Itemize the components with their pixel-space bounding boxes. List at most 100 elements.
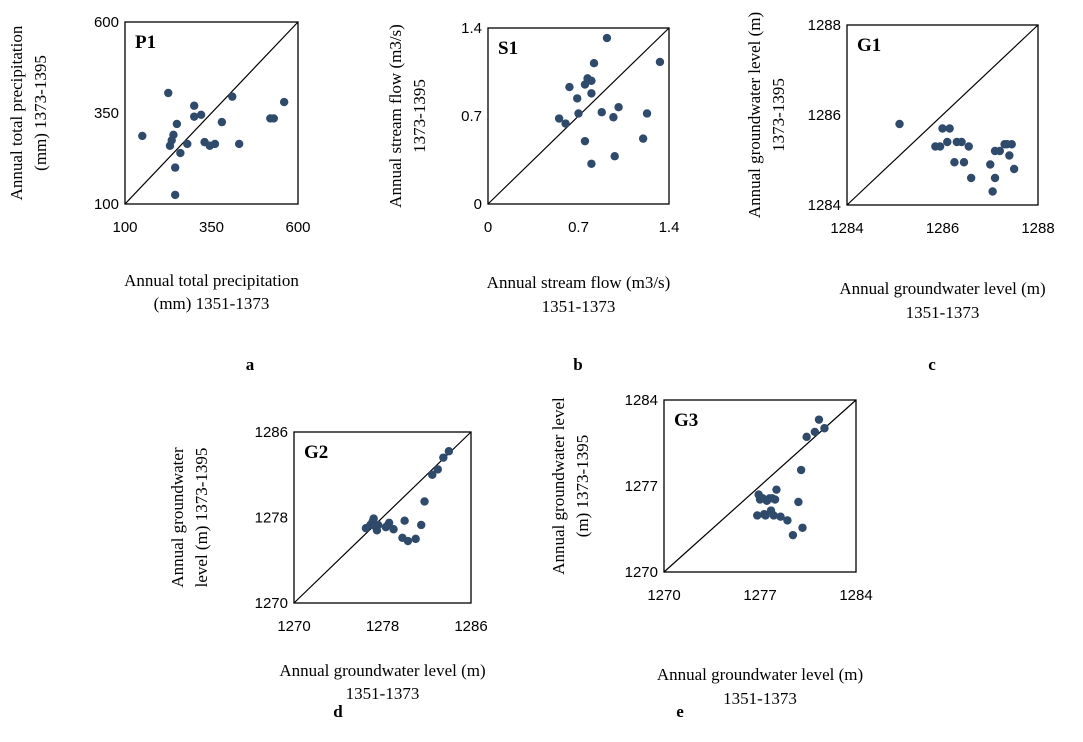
y-axis-label: (m) 1373-1395 [573, 435, 592, 537]
y-tick-label: 600 [94, 14, 119, 31]
data-point [433, 465, 443, 474]
y-tick-label: 1284 [808, 197, 841, 214]
y-axis-label: Annual groundwater [168, 447, 187, 588]
data-point [609, 113, 618, 122]
subfigure-letter: d [333, 702, 343, 721]
y-axis-label: (mm) 1373-1395 [31, 55, 50, 171]
data-point [950, 158, 959, 167]
data-point [411, 534, 420, 544]
data-point [428, 470, 437, 479]
data-point [988, 187, 997, 196]
x-tick-label: 100 [112, 219, 137, 236]
x-axis-label: Annual total precipitation [124, 271, 299, 290]
x-tick-label: 1.4 [659, 219, 680, 236]
data-point [580, 136, 590, 146]
data-point [1009, 164, 1019, 174]
one-to-one-line [846, 24, 1039, 206]
x-tick-label: 1288 [1021, 220, 1054, 237]
subfigure-letter: c [928, 355, 936, 374]
data-point [554, 114, 564, 123]
data-point [614, 103, 623, 112]
data-point [957, 137, 966, 147]
y-axis-label: 1373-1395 [410, 79, 429, 153]
y-tick-label: 0.7 [461, 108, 482, 125]
data-point [587, 89, 596, 98]
chart-panel-e: G3 1270 1277 1284 1270 1277 1284 Annual groundw… [549, 392, 873, 721]
data-point [561, 119, 570, 128]
data-point [234, 139, 244, 149]
x-tick-label: 1286 [454, 618, 487, 635]
y-tick-label: 1270 [625, 564, 658, 581]
data-point [820, 424, 829, 433]
data-point [935, 142, 945, 151]
x-axis-label: Annual stream flow (m3/s) [487, 273, 671, 292]
one-to-one-line [124, 21, 299, 205]
data-point [761, 511, 770, 520]
y-tick-label: 100 [94, 196, 119, 213]
x-tick-label: 1270 [277, 618, 310, 635]
x-tick-label: 1278 [366, 618, 399, 635]
data-point [966, 173, 976, 183]
data-point [655, 57, 665, 67]
data-point [384, 518, 394, 528]
y-axis-label: 1373-1395 [769, 78, 788, 152]
x-tick-label: 0 [484, 219, 492, 236]
data-point [170, 190, 180, 200]
data-point [228, 92, 237, 101]
data-point [444, 447, 454, 456]
x-tick-label: 1277 [743, 587, 776, 604]
y-tick-label: 1.4 [461, 20, 482, 37]
data-point [196, 110, 206, 120]
x-axis-label: (mm) 1351-1373 [154, 294, 270, 313]
data-point [389, 525, 398, 534]
data-point [642, 109, 652, 118]
x-axis-label: 1351-1373 [346, 684, 420, 703]
y-tick-label: 1270 [255, 595, 288, 612]
data-point [788, 530, 798, 540]
x-axis-label: Annual groundwater level (m) [839, 279, 1045, 298]
y-tick-label: 350 [94, 105, 119, 122]
data-point [1007, 140, 1016, 149]
data-point [638, 134, 648, 143]
y-axis-label: level (m) 1373-1395 [192, 448, 211, 588]
y-axis-label: Annual total precipitation [7, 25, 26, 200]
x-tick-label: 0.7 [568, 219, 589, 236]
data-point [400, 516, 409, 525]
y-tick-label: 1286 [255, 424, 288, 441]
x-axis-label: 1351-1373 [542, 297, 616, 316]
data-point [279, 97, 289, 107]
data-point [769, 511, 778, 520]
y-axis-label: Annual groundwater level (m) [745, 12, 764, 218]
data-point [770, 495, 780, 504]
data-point [794, 497, 803, 507]
data-point [943, 137, 952, 147]
data-point [580, 80, 590, 89]
panel-label: G1 [857, 35, 881, 56]
y-tick-label: 1284 [625, 392, 658, 409]
data-point [1005, 151, 1014, 160]
chart-panel-c: G1 1284 1286 1288 1284 1286 1288 Annual groundw… [745, 12, 1055, 374]
panel-label: P1 [135, 32, 156, 53]
x-tick-label: 1286 [926, 220, 959, 237]
data-point [176, 148, 185, 158]
data-point [802, 432, 811, 442]
subfigure-letter: e [676, 702, 684, 721]
data-point [964, 142, 973, 151]
x-axis-label: Annual groundwater level (m) [657, 665, 863, 684]
data-point [138, 131, 147, 141]
x-tick-label: 350 [199, 219, 224, 236]
data-point [796, 465, 806, 475]
data-point [589, 59, 599, 68]
data-point [959, 158, 969, 167]
data-point [986, 160, 995, 169]
chart-panel-a: P1 100 350 600 100 350 600 Annual total precipi… [7, 14, 311, 374]
data-point [373, 520, 383, 530]
data-point [602, 33, 612, 43]
panel-label: G3 [674, 410, 698, 431]
subfigure-letter: a [246, 355, 255, 374]
data-point [269, 114, 278, 123]
y-tick-label: 1288 [808, 17, 841, 34]
data-point [565, 82, 574, 92]
data-point [403, 536, 413, 546]
x-tick-label: 1284 [839, 587, 872, 604]
